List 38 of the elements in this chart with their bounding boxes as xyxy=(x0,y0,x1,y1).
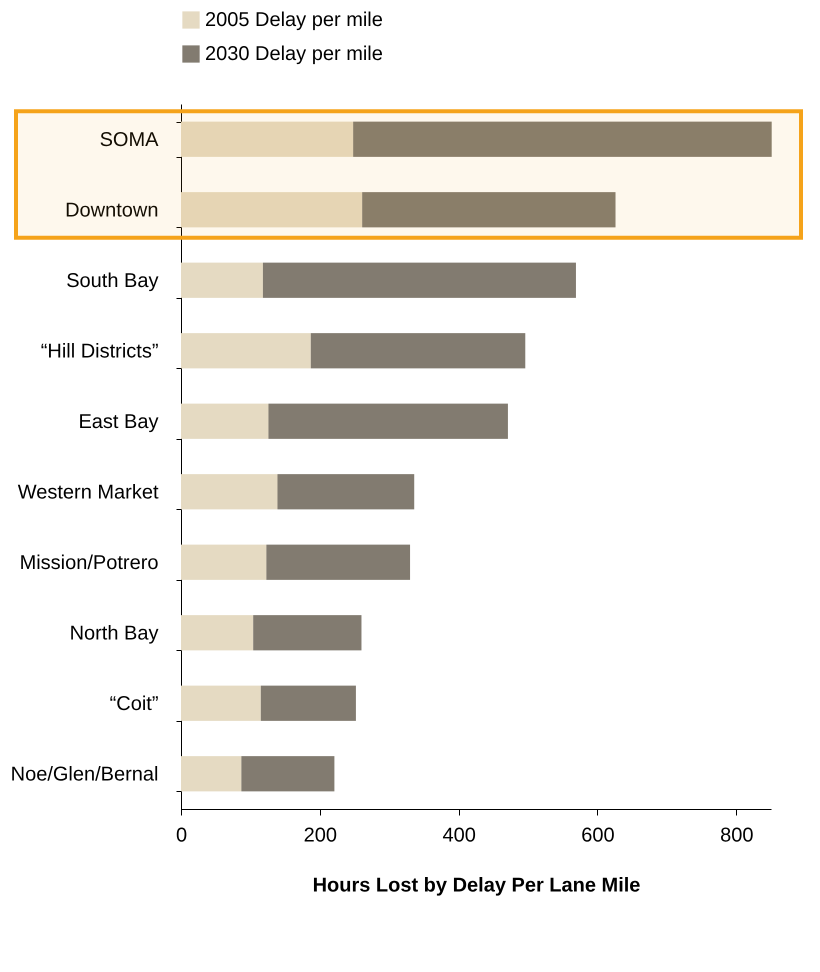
bar xyxy=(362,192,616,228)
bar xyxy=(181,262,263,298)
x-tick-label: 0 xyxy=(176,824,188,846)
y-tick-label: East Bay xyxy=(78,410,158,433)
x-tick-label: 800 xyxy=(720,824,754,846)
bar xyxy=(181,404,268,439)
bar xyxy=(181,122,354,157)
bar xyxy=(181,544,266,580)
bar xyxy=(268,404,508,439)
y-tick-label: South Bay xyxy=(66,270,158,292)
y-tick-label: North Bay xyxy=(70,622,158,644)
bar xyxy=(181,474,278,510)
bar xyxy=(181,333,311,368)
bar xyxy=(181,192,362,228)
bar xyxy=(181,615,254,650)
x-tick-label: 600 xyxy=(581,824,615,846)
y-tick-label: Western Market xyxy=(18,481,159,504)
bar xyxy=(181,686,261,721)
y-tick-label: Downtown xyxy=(65,199,158,222)
y-tick-label: “Hill Districts” xyxy=(40,340,158,362)
bar xyxy=(253,615,362,650)
y-tick-label: “Coit” xyxy=(110,692,158,715)
bar xyxy=(277,474,414,510)
x-tick-label: 400 xyxy=(442,824,476,846)
bar xyxy=(181,756,242,792)
legend-label: 2005 Delay per mile xyxy=(205,9,383,31)
bar xyxy=(241,756,334,792)
x-axis-title: Hours Lost by Delay Per Lane Mile xyxy=(312,874,640,896)
bar xyxy=(310,333,526,368)
y-tick-label: SOMA xyxy=(100,128,160,151)
y-tick-label: Noe/Glen/Bernal xyxy=(10,763,158,786)
x-tick-label: 200 xyxy=(304,824,338,846)
bar xyxy=(353,122,772,157)
y-tick-label: Mission/Potrero xyxy=(20,552,158,574)
bar xyxy=(260,686,356,721)
bar xyxy=(266,544,410,580)
bar xyxy=(262,262,576,298)
legend-label: 2030 Delay per mile xyxy=(205,43,383,65)
